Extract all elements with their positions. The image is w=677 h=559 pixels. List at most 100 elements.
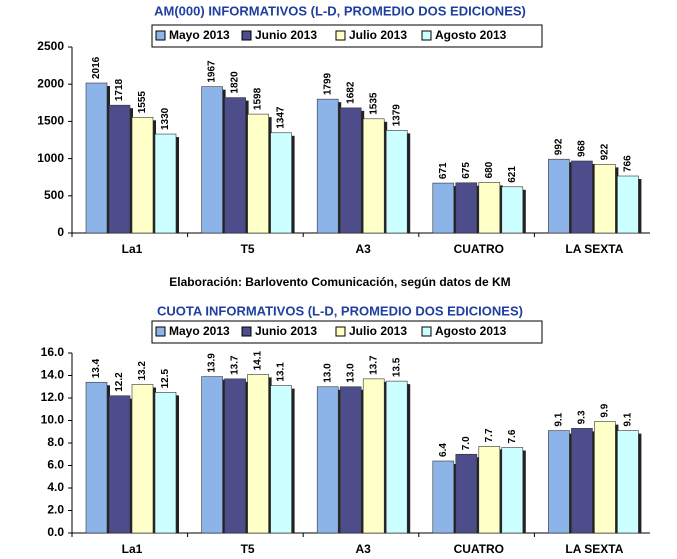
value-label: 680	[484, 161, 495, 178]
bar	[154, 392, 177, 534]
legend-swatch	[421, 30, 432, 41]
value-label: 1555	[137, 91, 148, 114]
bar	[432, 182, 455, 234]
value-label: 12.2	[114, 372, 125, 392]
value-label: 13.0	[322, 363, 333, 383]
bar	[385, 130, 408, 234]
bar	[501, 186, 524, 234]
value-label: 13.0	[345, 363, 356, 383]
legend-swatch	[241, 326, 252, 337]
bar	[270, 132, 292, 234]
value-label: 7.6	[507, 429, 518, 443]
y-tick-label: 0.0	[47, 525, 64, 539]
bar	[594, 164, 616, 234]
y-tick-label: 2.0	[47, 503, 64, 517]
value-label: 13.7	[230, 355, 241, 375]
value-label: 1967	[207, 60, 218, 83]
value-label: 621	[507, 166, 518, 183]
bar	[571, 160, 593, 234]
bar	[131, 117, 154, 234]
legend-label: Mayo 2013	[169, 324, 230, 338]
value-label: 922	[600, 143, 611, 160]
bar	[224, 378, 246, 534]
bar	[455, 182, 478, 234]
y-tick-label: 12.0	[41, 390, 65, 404]
value-label: 1682	[345, 81, 356, 104]
value-label: 13.4	[91, 358, 102, 378]
bar	[478, 182, 501, 234]
value-label: 9.1	[623, 412, 634, 426]
value-label: 9.3	[577, 410, 588, 424]
value-label: 7.7	[484, 428, 495, 442]
bar	[247, 374, 269, 534]
value-label: 9.9	[600, 403, 611, 417]
value-label: 13.1	[276, 362, 287, 382]
value-label: 675	[461, 162, 472, 179]
bar	[594, 421, 616, 534]
legend-swatch	[335, 326, 346, 337]
y-tick-label: 16.0	[41, 345, 65, 359]
annotation: Elaboración: Barlovento Comunicación, se…	[169, 275, 510, 289]
legend-swatch	[421, 326, 432, 337]
value-label: 1820	[230, 71, 241, 94]
bar	[201, 376, 223, 534]
legend-label: Agosto 2013	[435, 324, 507, 338]
legend-label: Mayo 2013	[169, 28, 230, 42]
value-label: 6.4	[438, 443, 449, 457]
y-tick-label: 6.0	[47, 458, 64, 472]
y-tick-label: 8.0	[47, 435, 64, 449]
bar	[270, 385, 292, 534]
value-label: 1799	[322, 72, 333, 95]
bar	[154, 133, 177, 234]
value-label: 13.2	[137, 361, 148, 381]
bar	[339, 386, 362, 534]
x-tick-label: La1	[122, 542, 143, 556]
x-tick-label: La1	[122, 242, 143, 256]
value-label: 2016	[91, 56, 102, 79]
bar	[316, 98, 339, 234]
bar	[339, 107, 362, 234]
y-tick-label: 2500	[37, 39, 64, 53]
bar	[108, 395, 131, 534]
value-label: 12.5	[160, 368, 171, 388]
value-label: 9.1	[554, 412, 565, 426]
bar	[224, 97, 246, 234]
bar	[85, 82, 108, 234]
bar	[478, 446, 501, 534]
x-tick-label: T5	[241, 242, 255, 256]
value-label: 13.5	[391, 357, 402, 377]
value-label: 13.7	[368, 355, 379, 375]
bar	[85, 381, 108, 534]
x-tick-label: CUATRO	[454, 542, 504, 556]
bar	[548, 430, 570, 534]
x-tick-label: LA SEXTA	[565, 242, 623, 256]
bar	[362, 118, 385, 234]
bar	[432, 460, 455, 534]
x-tick-label: LA SEXTA	[565, 542, 623, 556]
y-tick-label: 500	[44, 188, 64, 202]
value-label: 13.9	[207, 353, 218, 373]
y-tick-label: 1500	[37, 114, 64, 128]
bar	[501, 447, 524, 534]
x-tick-label: A3	[356, 542, 372, 556]
y-tick-label: 14.0	[41, 368, 65, 382]
bar	[362, 378, 385, 534]
bar	[617, 175, 639, 234]
y-tick-label: 0	[57, 225, 64, 239]
x-tick-label: A3	[356, 242, 372, 256]
value-label: 1718	[114, 78, 125, 101]
bar	[548, 158, 570, 234]
value-label: 671	[438, 162, 449, 179]
bar	[455, 453, 478, 534]
legend-swatch	[155, 30, 166, 41]
value-label: 1598	[253, 87, 264, 110]
value-label: 766	[623, 155, 634, 172]
value-label: 7.0	[461, 436, 472, 450]
legend-swatch	[335, 30, 346, 41]
bar	[617, 430, 639, 534]
chart-title: CUOTA INFORMATIVOS (L-D, PROMEDIO DOS ED…	[157, 303, 523, 318]
legend-label: Junio 2013	[255, 324, 317, 338]
bar	[316, 386, 339, 534]
value-label: 14.1	[253, 350, 264, 370]
